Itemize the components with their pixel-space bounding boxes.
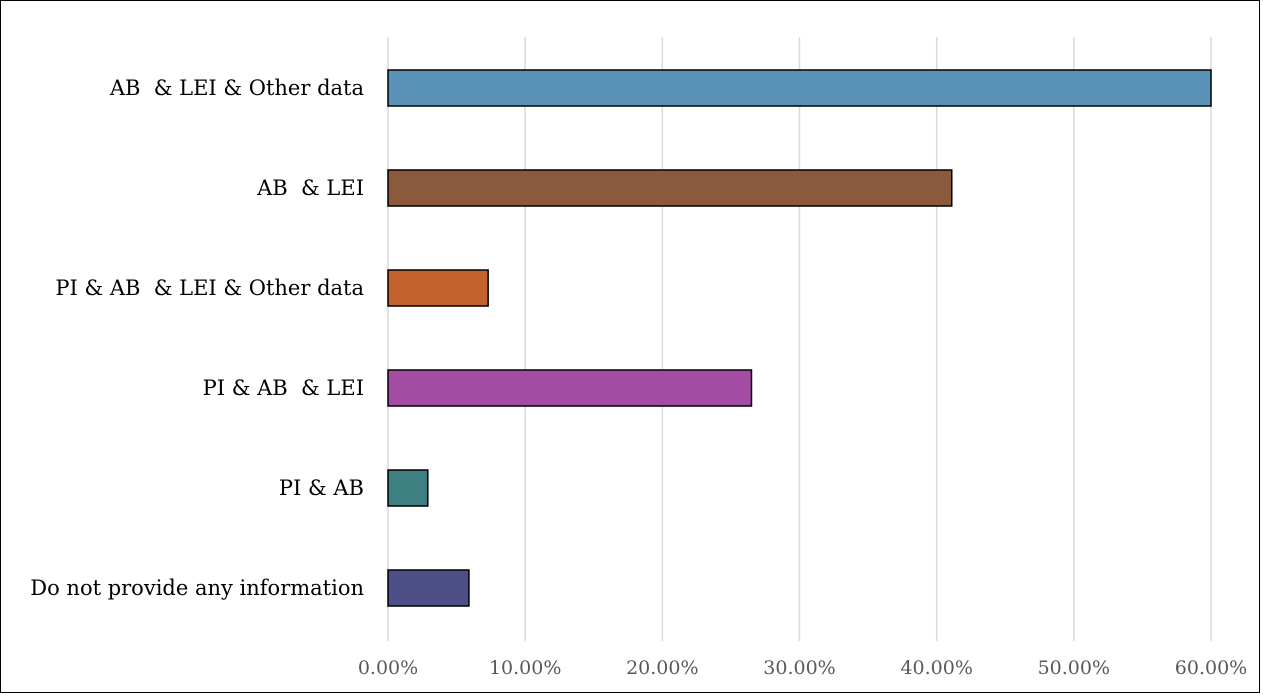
bar	[387, 269, 489, 307]
category-label: AB & LEI & Other data	[109, 76, 364, 100]
x-tick-label: 40.00%	[900, 657, 972, 679]
x-tick-label: 10.00%	[489, 657, 561, 679]
x-tick-label: 30.00%	[763, 657, 835, 679]
bar	[387, 569, 470, 607]
x-tick-label: 0.00%	[358, 657, 418, 679]
bars	[387, 69, 1212, 607]
category-label: PI & AB	[279, 476, 364, 500]
x-tick-label: 50.00%	[1038, 657, 1110, 679]
category-labels: AB & LEI & Other data AB & LEI PI & AB & L…	[30, 76, 364, 600]
x-tick-label: 20.00%	[626, 657, 698, 679]
bar	[387, 469, 429, 507]
bar	[387, 69, 1212, 107]
bar	[387, 369, 753, 407]
x-tick-label: 60.00%	[1175, 657, 1247, 679]
category-label: PI & AB & LEI & Other data	[55, 276, 364, 300]
category-label: AB & LEI	[256, 176, 364, 200]
gridlines	[387, 37, 1212, 641]
category-label: Do not provide any information	[30, 576, 364, 600]
category-label: PI & AB & LEI	[203, 376, 364, 400]
x-tick-labels: 0.00% 10.00% 20.00% 30.00% 40.00% 50.00% 60.00…	[358, 657, 1247, 679]
bar	[387, 169, 953, 207]
